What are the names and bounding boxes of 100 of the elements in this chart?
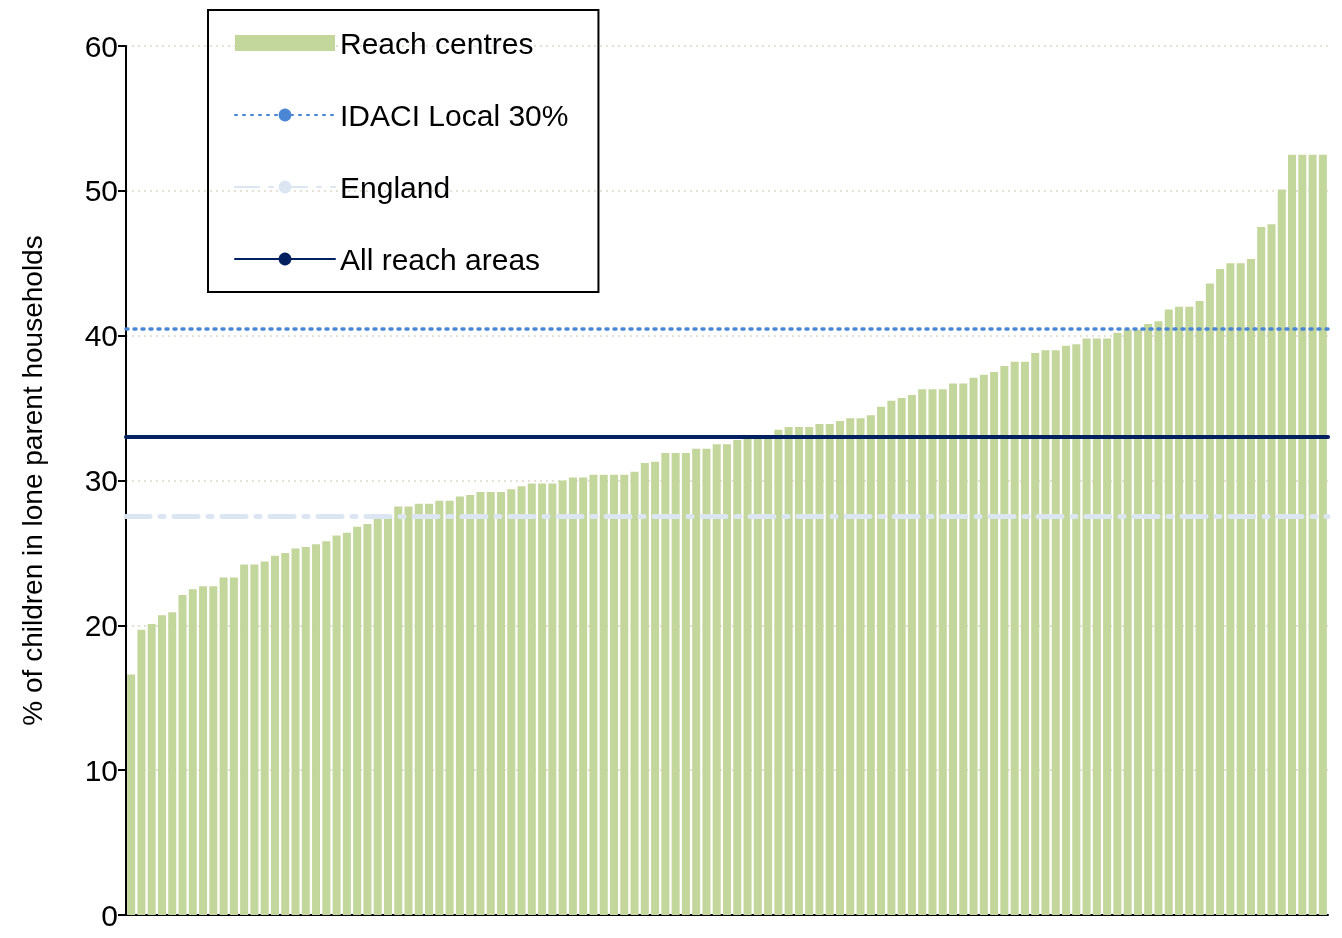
bar — [979, 374, 988, 915]
bar — [394, 506, 403, 915]
bar — [1195, 300, 1204, 915]
bar — [784, 426, 793, 915]
bar — [1000, 366, 1009, 915]
bar — [1216, 269, 1225, 915]
bar — [712, 444, 721, 915]
bar — [681, 452, 690, 915]
bar — [527, 483, 536, 915]
y-tick-label: 0 — [101, 898, 118, 932]
bar — [147, 623, 156, 915]
bar — [1062, 345, 1071, 915]
bar — [1082, 338, 1091, 915]
bar — [1010, 361, 1019, 915]
bar — [137, 629, 146, 915]
bar — [579, 477, 588, 915]
bar — [887, 400, 896, 915]
bar — [209, 586, 218, 915]
bar — [466, 494, 475, 915]
bar — [188, 589, 197, 915]
bar — [1175, 306, 1184, 915]
bar — [414, 503, 423, 915]
bar — [866, 415, 875, 915]
bar — [301, 547, 310, 915]
bar — [445, 500, 454, 915]
bar — [1051, 350, 1060, 915]
bar — [507, 489, 516, 915]
bar — [342, 532, 351, 915]
bar — [1267, 224, 1276, 915]
bar — [496, 492, 505, 915]
bar — [1144, 324, 1153, 915]
bar — [1041, 350, 1050, 915]
bar — [558, 480, 567, 915]
bar — [1246, 258, 1255, 915]
bar — [1113, 332, 1122, 915]
bar — [1133, 329, 1142, 915]
bar — [733, 439, 742, 915]
y-tick-label: 50 — [84, 174, 118, 208]
bar — [1318, 154, 1327, 915]
bar — [825, 424, 834, 915]
y-axis-title: % of children in lone parent households — [16, 235, 48, 726]
bar — [907, 395, 916, 915]
bar — [1236, 263, 1245, 915]
bar — [805, 426, 814, 915]
bar — [363, 523, 372, 915]
legend-label: IDACI Local 30% — [340, 98, 569, 132]
bar — [722, 444, 732, 915]
bar — [815, 424, 824, 915]
bar — [671, 452, 680, 915]
bar — [240, 564, 249, 915]
legend-label: England — [340, 170, 451, 204]
bar — [157, 615, 166, 915]
bar — [476, 492, 485, 915]
bar — [836, 421, 845, 915]
bar — [486, 492, 495, 915]
y-tick-label: 10 — [84, 753, 118, 787]
bar — [281, 552, 290, 915]
bar — [918, 389, 927, 915]
legend-label: Reach centres — [340, 26, 534, 60]
bar — [332, 535, 341, 915]
bar — [425, 503, 434, 915]
bar — [178, 594, 187, 915]
bar — [938, 389, 947, 915]
legend-label: All reach areas — [340, 242, 541, 276]
bar — [1031, 353, 1040, 915]
bar — [856, 418, 865, 915]
bar — [1308, 154, 1317, 915]
bar — [630, 471, 639, 915]
bar — [1154, 321, 1163, 915]
bar — [1164, 309, 1173, 915]
bar — [1298, 154, 1307, 915]
y-tick-label: 60 — [84, 29, 118, 63]
bar — [538, 483, 547, 915]
bar — [651, 461, 660, 915]
bar — [1205, 283, 1214, 915]
bar — [661, 452, 670, 915]
bar — [1123, 329, 1132, 915]
bar — [764, 437, 773, 915]
bar — [199, 586, 208, 915]
bar — [168, 612, 177, 915]
bar — [435, 500, 444, 915]
bar — [373, 518, 382, 915]
bar — [949, 383, 958, 915]
bar — [260, 561, 269, 915]
y-tick-label: 30 — [84, 464, 118, 497]
bar — [219, 577, 228, 915]
bar — [250, 564, 259, 915]
bar — [599, 474, 608, 915]
bar — [383, 516, 392, 915]
bar — [1072, 344, 1081, 915]
bar — [1277, 189, 1286, 915]
bar — [312, 544, 321, 915]
bar — [928, 389, 937, 915]
bar — [1257, 227, 1266, 915]
bar — [1103, 338, 1112, 915]
bar — [589, 474, 598, 915]
bar — [743, 438, 752, 915]
bar — [640, 463, 649, 915]
bar — [620, 474, 629, 915]
bar — [877, 406, 886, 915]
